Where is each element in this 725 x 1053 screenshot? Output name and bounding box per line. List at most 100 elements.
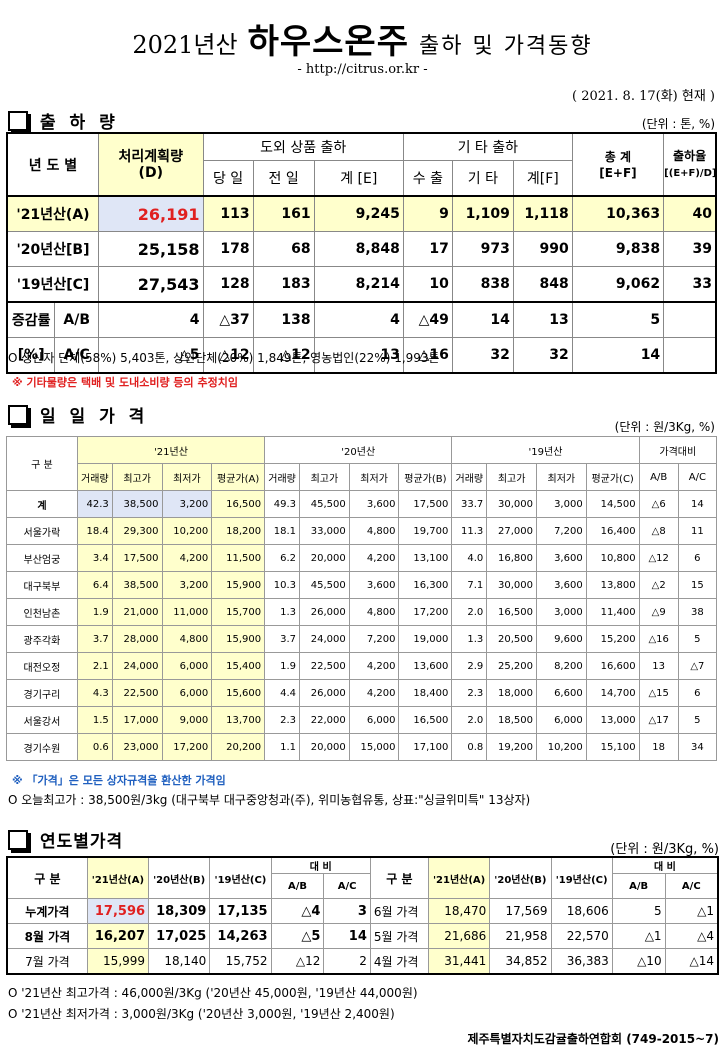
price-cell: △6 [638, 490, 679, 518]
export-value: △16 [402, 337, 453, 374]
price-cell: 6 [677, 544, 718, 572]
sumE-value: 4 [313, 301, 404, 338]
price-cell: 16,500 [398, 706, 453, 734]
title-product: 하우스온주 [247, 22, 409, 62]
gubun-header: 구 분 [6, 856, 88, 899]
min-header: 최저가 [535, 463, 587, 491]
export-value: 10 [402, 266, 453, 303]
day-value: △37 [202, 301, 254, 338]
plan-value: 25,158 [97, 231, 204, 267]
price-cell: 1.9 [76, 598, 113, 626]
table-row: 부산엄궁 3.4 17,500 4,200 11,500 6.2 20,000 4,200 13… [6, 544, 718, 572]
price-cell: 21,686 [427, 923, 491, 949]
year-header: 년 도 별 [6, 132, 99, 197]
plan-value: 26,191 [97, 195, 204, 232]
price-cell: 21,958 [489, 923, 552, 949]
price-cell: 18,500 [486, 706, 537, 734]
sumE-value: 9,245 [313, 195, 404, 232]
price-cell: 6.2 [264, 544, 301, 572]
price-cell: 15,200 [585, 625, 640, 653]
price-cell: 2 [323, 948, 371, 975]
price-cell: 17,596 [86, 898, 150, 924]
price-cell: 3,600 [535, 544, 587, 572]
price-cell: 6.4 [76, 571, 113, 599]
price-cell: 13,700 [211, 706, 266, 734]
price-cell: 2.1 [76, 652, 113, 680]
price-cell: 16,600 [585, 652, 640, 680]
daily-note-price: ※ 「가격」은 모든 상자규격을 환산한 가격임 [12, 774, 226, 787]
shipment-unit: (단위 : 톤, %) [641, 117, 715, 131]
price-cell: 36,383 [550, 948, 613, 975]
price-cell: 38,500 [111, 571, 163, 599]
price-cell: 15,000 [348, 733, 400, 761]
etc-value: 32 [451, 337, 514, 374]
ab-header: A/B [638, 463, 679, 491]
price-cell: △4 [664, 923, 719, 949]
a-header: '21년산(A) [86, 856, 150, 899]
ab-header: A/B [270, 873, 325, 899]
daily-note-highest: O 오늘최고가 : 38,500원/3kg (대구북부 대구중앙청과(주), 위… [8, 793, 531, 807]
table-row: 증감률 A/B 4 △37 138 4 △49 14 13 5 [6, 301, 717, 338]
period-label: 6월 가격 [369, 898, 429, 924]
day-value: 113 [202, 195, 254, 232]
prev-value: 183 [252, 266, 315, 303]
price-cell: △17 [638, 706, 679, 734]
price-cell: 10,200 [535, 733, 587, 761]
day-value: 178 [202, 231, 254, 267]
table-row: 대전오정 2.1 24,000 6,000 15,400 1.9 22,500 4,200 13… [6, 652, 718, 680]
export-header: 수 출 [402, 160, 453, 197]
sumE-value: 13 [313, 337, 404, 374]
row-label: A/B [54, 301, 99, 338]
daebi-header: 대 비 [270, 856, 371, 874]
shipment-section-title: 출 하 량 [8, 108, 119, 133]
yearly-price-table: 구 분 '21년산(A) '20년산(B) '19년산(C) 대 비 구 분 '… [6, 856, 719, 975]
period-label: 7월 가격 [6, 948, 88, 975]
price-cell: 26,000 [299, 598, 350, 626]
price-cell: 3 [323, 898, 371, 924]
table-row: 계 42.3 38,500 3,200 16,500 49.3 45,500 3,600 17,… [6, 490, 718, 518]
ab-header: A/B [611, 873, 666, 899]
price-cell: 45,500 [299, 490, 350, 518]
price-cell: 15,400 [211, 652, 266, 680]
sumF-value: 848 [512, 266, 573, 303]
price-cell: 0.6 [76, 733, 113, 761]
price-cell: 14 [677, 490, 718, 518]
sumF-value: 32 [512, 337, 573, 374]
price-cell: △10 [611, 948, 666, 975]
price-cell: 13,800 [585, 571, 640, 599]
price-cell: △7 [677, 652, 718, 680]
price-cell: 1.1 [264, 733, 301, 761]
yearly-unit: (단위 : 원/3Kg, %) [610, 842, 719, 857]
price-cell: △2 [638, 571, 679, 599]
price-cell: 14,263 [209, 923, 272, 949]
price-cell: 15,600 [211, 679, 266, 707]
avgB-header: 평균가(B) [398, 463, 453, 491]
rate-value: 39 [663, 231, 717, 267]
rate-value: 40 [663, 195, 717, 232]
price-cell: 15 [677, 571, 718, 599]
price-cell: 10.3 [264, 571, 301, 599]
price-cell: 4,200 [161, 544, 213, 572]
period-label: 8월 가격 [6, 923, 88, 949]
title-year: 2021년산 [132, 31, 238, 59]
title-subtitle: 출하 및 가격동향 [418, 34, 593, 59]
daily-price-table: 구 분 '21년산 '20년산 '19년산 가격대비 거래량 최고가 최저가 평… [6, 436, 718, 761]
price-cell: △12 [270, 948, 325, 975]
price-cell: 1.3 [451, 625, 488, 653]
price-cell: 20,000 [299, 733, 350, 761]
market-name: 부산엄궁 [6, 544, 78, 572]
avgC-header: 평균가(C) [585, 463, 640, 491]
price-cell: 19,200 [486, 733, 537, 761]
price-cell: 11,400 [585, 598, 640, 626]
sumE-value: 8,214 [313, 266, 404, 303]
price-cell: 3.7 [76, 625, 113, 653]
price-cell: 3.7 [264, 625, 301, 653]
etc-value: 1,109 [451, 195, 514, 232]
checkbox-square-icon [8, 829, 28, 850]
table-row: 서울가락 18.4 29,300 10,200 18,200 18.1 33,000 4,80… [6, 517, 718, 545]
y19-header: '19년산 [451, 436, 640, 464]
market-name: 인천남촌 [6, 598, 78, 626]
max-header: 최고가 [111, 463, 163, 491]
price-cell: 45,500 [299, 571, 350, 599]
table-row: 광주각화 3.7 28,000 4,800 15,900 3.7 24,000 7,200 19… [6, 625, 718, 653]
